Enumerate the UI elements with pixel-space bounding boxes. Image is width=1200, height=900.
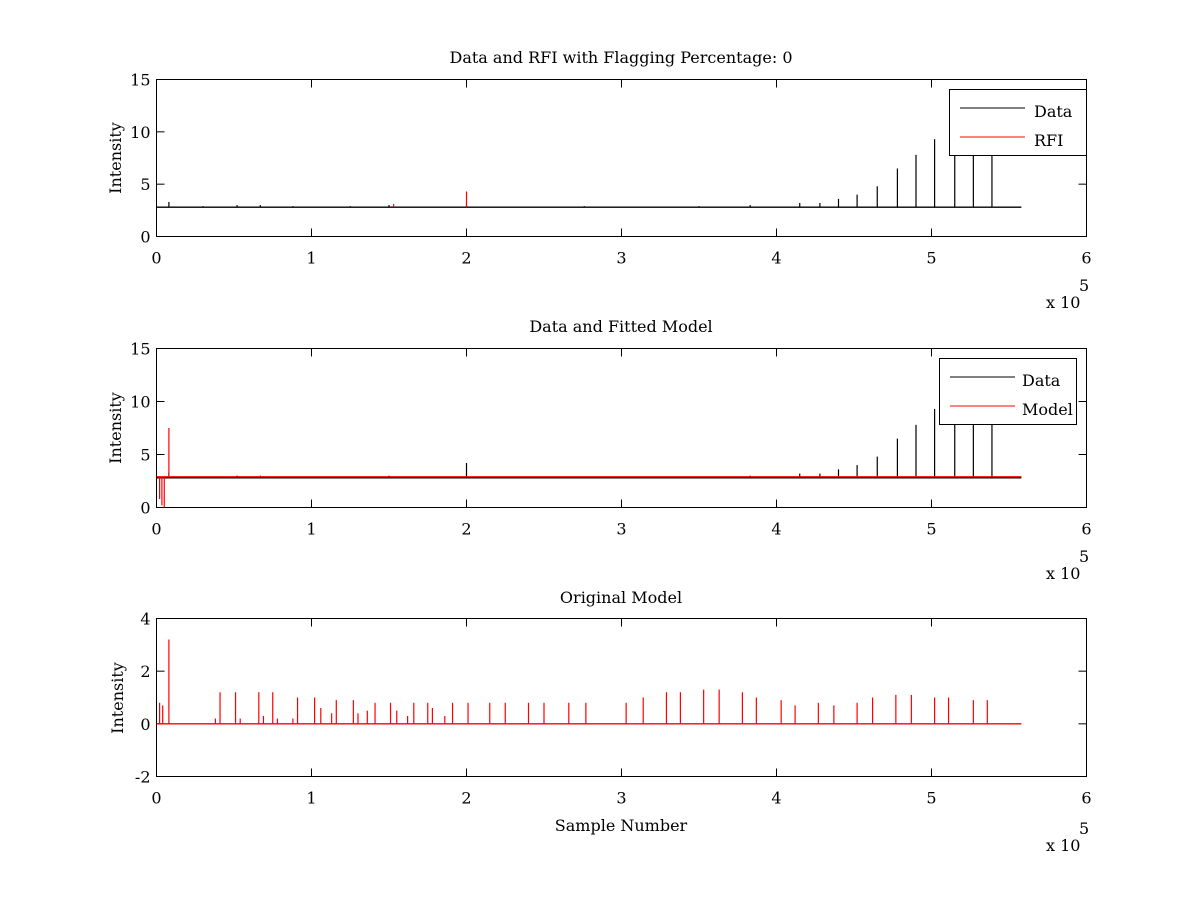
- x-tick-label: 2: [461, 520, 471, 539]
- x-tick-label: 6: [1081, 789, 1091, 808]
- panel-1-plot-area: [156, 79, 1087, 237]
- panel-3-plot-area: [156, 618, 1087, 777]
- panel-2-x-multiplier-exponent: 5: [1079, 547, 1089, 566]
- x-tick-label: 3: [616, 520, 626, 539]
- panel-1-legend-label-rfi: RFI: [1034, 131, 1063, 150]
- panel-1-legend: Data RFI: [949, 89, 1087, 156]
- y-tick-label: 15: [130, 340, 150, 359]
- panel-2-ticks: 0 1 2 3 4 5 6 0 5 10 15: [130, 340, 1091, 539]
- x-tick-label: 2: [461, 789, 471, 808]
- panel-1-x-multiplier-exponent: 5: [1079, 276, 1089, 295]
- y-tick-label: 10: [130, 393, 150, 412]
- x-tick-label: 0: [151, 789, 161, 808]
- y-tick-label: 5: [140, 175, 150, 194]
- x-tick-label: 1: [306, 520, 316, 539]
- x-tick-label: 1: [306, 249, 316, 268]
- panel-2-plot-area: [156, 348, 1087, 508]
- x-tick-label: 3: [616, 249, 626, 268]
- x-tick-label: 6: [1081, 520, 1091, 539]
- y-tick-label: 0: [140, 499, 150, 518]
- panel-3-ylabel: Intensity: [108, 662, 127, 734]
- panel-1-title: Data and RFI with Flagging Percentage: 0: [449, 48, 792, 67]
- panel-1-x-multiplier: x 10: [1046, 293, 1080, 312]
- panel-2-x-multiplier: x 10: [1046, 564, 1080, 583]
- panel-3-xlabel: Sample Number: [555, 816, 688, 835]
- panel-2: Data and Fitted Model Intensity 0 1 2 3 4 5 60…: [106, 317, 1092, 583]
- panel-1-ylabel: Intensity: [106, 122, 125, 194]
- y-tick-label: 10: [130, 123, 150, 142]
- panel-2-legend: Data Model: [939, 358, 1077, 425]
- series-model-1: [156, 428, 1022, 508]
- x-tick-label: 4: [771, 520, 781, 539]
- y-tick-label: 2: [140, 662, 150, 681]
- x-tick-label: 0: [151, 249, 161, 268]
- y-tick-label: 5: [140, 446, 150, 465]
- panel-3-title: Original Model: [560, 588, 682, 607]
- x-tick-label: 2: [461, 249, 471, 268]
- x-tick-label: 5: [926, 789, 936, 808]
- x-tick-label: 0: [151, 520, 161, 539]
- y-tick-label: 0: [140, 228, 150, 247]
- panel-2-legend-label-model: Model: [1022, 400, 1073, 419]
- panel-1-legend-label-data: Data: [1034, 102, 1073, 121]
- y-tick-label: -2: [135, 768, 151, 787]
- y-tick-label: 4: [140, 610, 150, 629]
- x-tick-label: 5: [926, 249, 936, 268]
- panel-3: Original Model Intensity Sample Number 0…: [108, 588, 1092, 855]
- x-tick-label: 6: [1081, 249, 1091, 268]
- panel-3-x-multiplier: x 10: [1046, 836, 1080, 855]
- panel-3-x-multiplier-exponent: 5: [1079, 819, 1089, 838]
- panel-1-legend-box: [949, 89, 1087, 156]
- series-rfi-1: [393, 191, 468, 208]
- panel-3-series: [156, 639, 1022, 725]
- panel-2-title: Data and Fitted Model: [529, 317, 712, 336]
- x-tick-label: 4: [771, 789, 781, 808]
- x-tick-label: 1: [306, 789, 316, 808]
- x-tick-label: 3: [616, 789, 626, 808]
- series-model-0: [156, 639, 1022, 725]
- panel-2-legend-box: [939, 358, 1077, 425]
- y-tick-label: 15: [130, 71, 150, 90]
- panel-1-ticks: 0 1 2 3 4 5 6 0 5 10 15: [130, 71, 1091, 268]
- x-tick-label: 4: [771, 249, 781, 268]
- panel-1: Data and RFI with Flagging Percentage: 0…: [106, 48, 1092, 312]
- y-tick-label: 0: [140, 715, 150, 734]
- panel-2-ylabel: Intensity: [106, 392, 125, 464]
- x-tick-label: 5: [926, 520, 936, 539]
- panel-2-legend-label-data: Data: [1022, 371, 1061, 390]
